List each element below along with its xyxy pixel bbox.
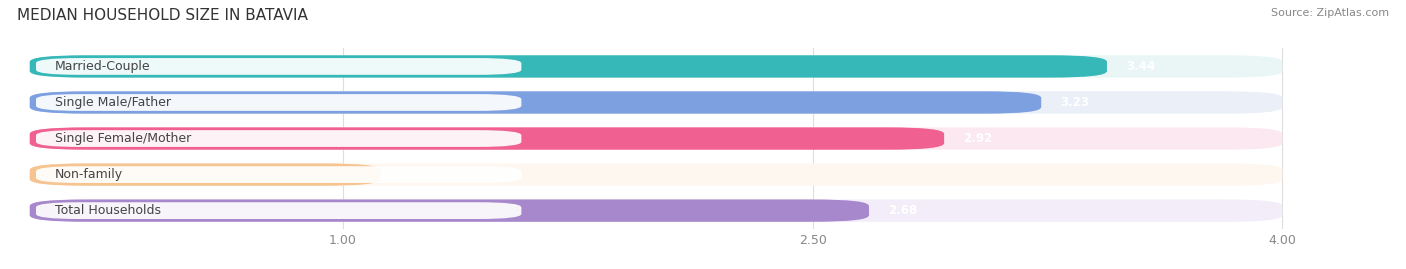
FancyBboxPatch shape <box>37 130 522 147</box>
Text: MEDIAN HOUSEHOLD SIZE IN BATAVIA: MEDIAN HOUSEHOLD SIZE IN BATAVIA <box>17 8 308 23</box>
Text: Source: ZipAtlas.com: Source: ZipAtlas.com <box>1271 8 1389 18</box>
FancyBboxPatch shape <box>30 91 1282 114</box>
FancyBboxPatch shape <box>30 55 1282 78</box>
Text: Single Female/Mother: Single Female/Mother <box>55 132 191 145</box>
Text: Single Male/Father: Single Male/Father <box>55 96 170 109</box>
FancyBboxPatch shape <box>30 127 1282 150</box>
FancyBboxPatch shape <box>30 127 945 150</box>
Text: Married-Couple: Married-Couple <box>55 60 150 73</box>
FancyBboxPatch shape <box>30 91 1042 114</box>
Text: Total Households: Total Households <box>55 204 160 217</box>
FancyBboxPatch shape <box>37 94 522 111</box>
FancyBboxPatch shape <box>37 58 522 75</box>
Text: Non-family: Non-family <box>55 168 122 181</box>
Text: 3.23: 3.23 <box>1060 96 1090 109</box>
FancyBboxPatch shape <box>30 163 1282 186</box>
FancyBboxPatch shape <box>37 202 522 219</box>
Text: 3.44: 3.44 <box>1126 60 1154 73</box>
FancyBboxPatch shape <box>30 199 869 222</box>
FancyBboxPatch shape <box>30 55 1107 78</box>
FancyBboxPatch shape <box>30 199 1282 222</box>
Text: 1.12: 1.12 <box>399 168 429 181</box>
FancyBboxPatch shape <box>30 163 381 186</box>
FancyBboxPatch shape <box>37 166 522 183</box>
Text: 2.92: 2.92 <box>963 132 993 145</box>
Text: 2.68: 2.68 <box>887 204 917 217</box>
